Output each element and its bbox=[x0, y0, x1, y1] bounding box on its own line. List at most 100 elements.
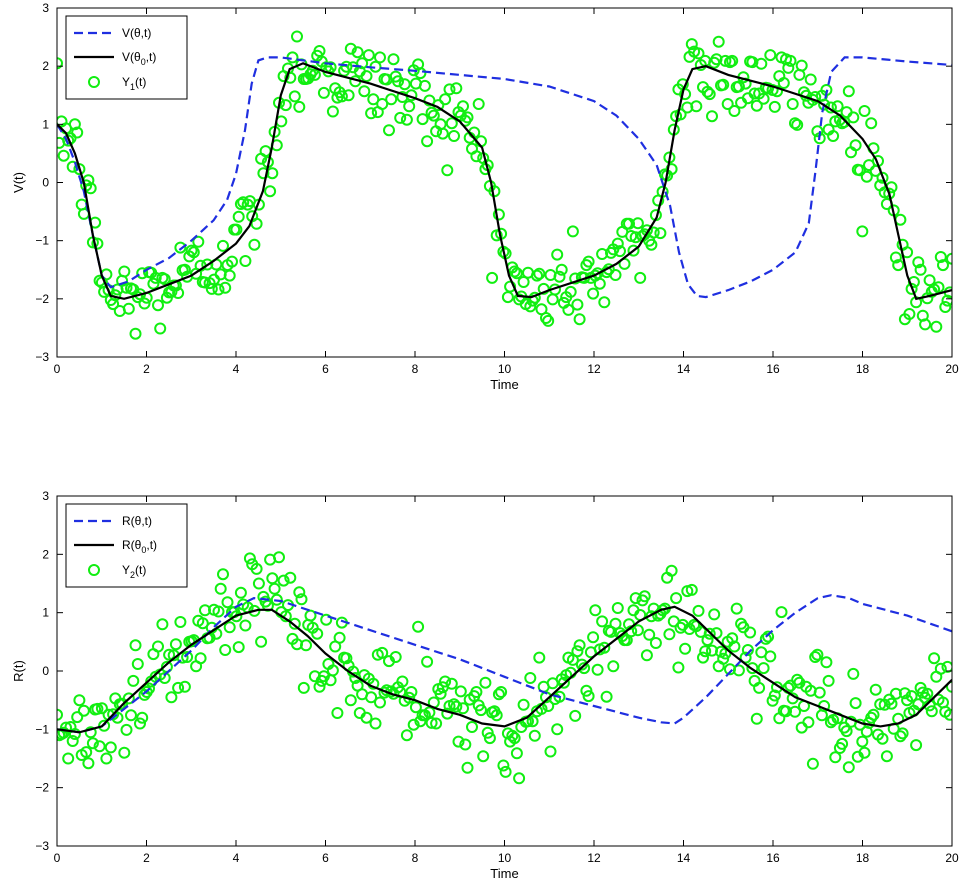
observation-point bbox=[394, 111, 407, 124]
legend-swatch-observations bbox=[88, 76, 100, 88]
observation-point bbox=[598, 641, 611, 654]
observation-point bbox=[288, 90, 301, 103]
plot-data bbox=[57, 30, 952, 340]
observation-point bbox=[663, 628, 676, 641]
observation-point bbox=[250, 217, 263, 230]
observation-point bbox=[582, 690, 595, 703]
x-tick-label: 2 bbox=[143, 362, 150, 376]
observation-point bbox=[802, 716, 815, 729]
y-tick-label: 2 bbox=[42, 59, 49, 73]
observation-point bbox=[562, 303, 575, 316]
observation-point bbox=[232, 641, 245, 654]
observation-point bbox=[178, 680, 191, 693]
observation-point bbox=[423, 94, 436, 107]
observation-point bbox=[732, 80, 745, 93]
observation-point bbox=[555, 263, 568, 276]
observation-point bbox=[445, 117, 458, 130]
observation-point bbox=[387, 53, 400, 66]
observation-point bbox=[708, 608, 721, 621]
observation-point bbox=[127, 674, 140, 687]
observation-point bbox=[295, 593, 308, 606]
observation-point bbox=[492, 208, 505, 221]
observation-point bbox=[811, 648, 824, 661]
observation-point bbox=[679, 642, 692, 655]
observation-point bbox=[804, 73, 817, 86]
observation-point bbox=[665, 163, 678, 176]
r-panel: 0 2 4 6 8 10 12 14 16 18 20−3−2−10123TimeR(t)R(θ,t… bbox=[11, 489, 959, 881]
observation-point bbox=[163, 648, 176, 661]
observation-point bbox=[77, 704, 90, 717]
observation-point bbox=[753, 681, 766, 694]
observation-point bbox=[461, 761, 474, 774]
observation-point bbox=[255, 635, 268, 648]
x-axis-label: Time bbox=[490, 866, 518, 881]
x-tick-label: 18 bbox=[856, 362, 870, 376]
observation-point bbox=[883, 187, 896, 200]
observation-point bbox=[809, 651, 822, 663]
observation-point bbox=[268, 582, 281, 595]
observation-point bbox=[454, 685, 467, 698]
observation-point bbox=[690, 100, 703, 113]
observation-point bbox=[100, 752, 113, 765]
observation-point bbox=[638, 590, 651, 603]
observation-point bbox=[57, 149, 70, 162]
observation-point bbox=[223, 269, 236, 282]
observation-point bbox=[178, 263, 191, 276]
observation-point bbox=[614, 245, 626, 258]
observation-point bbox=[158, 672, 171, 684]
observation-point bbox=[703, 88, 716, 101]
observation-point bbox=[811, 125, 824, 138]
x-tick-label: 6 bbox=[322, 851, 329, 865]
observation-point bbox=[701, 85, 714, 98]
observation-point bbox=[374, 51, 386, 64]
observation-point bbox=[264, 185, 277, 198]
observation-point bbox=[928, 652, 941, 665]
observation-point bbox=[62, 752, 75, 765]
x-tick-label: 4 bbox=[233, 362, 240, 376]
observation-point bbox=[430, 717, 443, 730]
observation-point bbox=[941, 660, 952, 673]
observation-point bbox=[434, 687, 447, 700]
y-tick-label: −2 bbox=[35, 781, 49, 795]
observation-point bbox=[293, 100, 306, 113]
observation-point bbox=[277, 574, 290, 587]
observation-point bbox=[470, 686, 483, 698]
observation-point bbox=[750, 712, 763, 725]
observation-point bbox=[894, 730, 907, 743]
observation-point bbox=[104, 741, 117, 754]
observation-point bbox=[542, 700, 555, 712]
observation-point bbox=[566, 225, 579, 238]
observation-point bbox=[362, 49, 375, 62]
observation-point bbox=[439, 93, 452, 106]
observation-point bbox=[526, 715, 539, 728]
observation-point bbox=[865, 711, 878, 724]
observation-point bbox=[250, 562, 263, 575]
observation-point bbox=[152, 640, 164, 653]
observation-point bbox=[611, 602, 624, 614]
observation-point bbox=[609, 617, 622, 630]
observation-point bbox=[611, 237, 624, 250]
observation-point bbox=[248, 238, 261, 251]
observation-point bbox=[701, 634, 714, 647]
observation-point bbox=[598, 296, 611, 309]
observation-point bbox=[757, 92, 770, 105]
observation-point bbox=[744, 626, 757, 639]
observation-point bbox=[459, 738, 472, 751]
observation-point bbox=[118, 746, 131, 759]
observation-point bbox=[768, 100, 781, 113]
plot-area bbox=[57, 8, 952, 357]
observation-point bbox=[284, 71, 297, 84]
observation-point bbox=[344, 694, 357, 707]
observation-point bbox=[829, 751, 842, 764]
legend: R(θ,t) R(θ0,t) Y2(t) bbox=[65, 503, 188, 588]
true-line bbox=[57, 605, 952, 734]
observation-point bbox=[425, 106, 438, 119]
x-tick-label: 16 bbox=[766, 362, 780, 376]
observation-point bbox=[342, 89, 355, 102]
x-tick-label: 10 bbox=[498, 362, 512, 376]
x-tick-label: 6 bbox=[322, 362, 329, 376]
observation-point bbox=[122, 692, 135, 705]
observation-point bbox=[578, 662, 591, 675]
observation-point bbox=[129, 327, 142, 340]
observation-point bbox=[243, 552, 256, 565]
